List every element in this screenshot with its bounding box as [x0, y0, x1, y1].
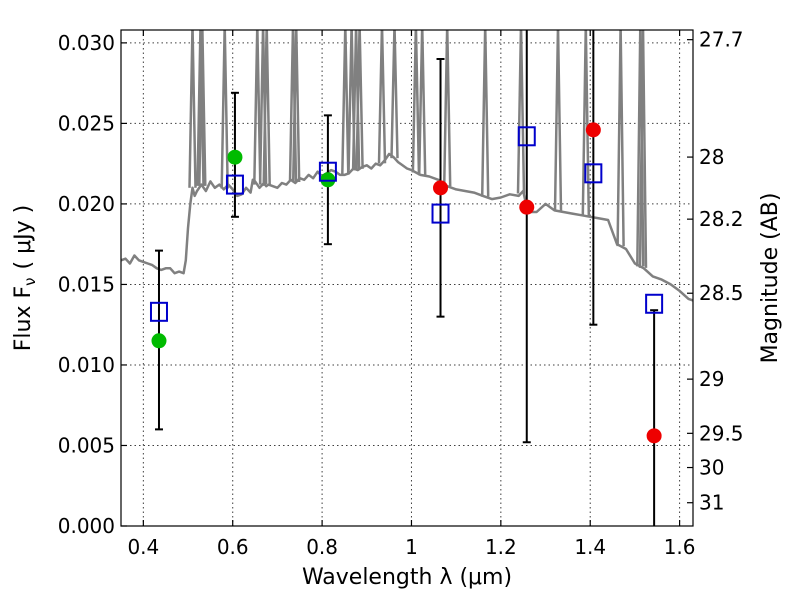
y-axis-label-sub: ν [21, 277, 39, 285]
model-flux-square [645, 293, 664, 314]
photometry-point [227, 149, 243, 165]
emission-line-spike [188, 30, 197, 188]
emission-line-spike [262, 30, 271, 186]
photometry-point [646, 428, 662, 444]
x-tick-label: 1 [405, 535, 418, 559]
emission-line-spike [553, 30, 563, 212]
model-flux-square [149, 301, 168, 322]
axis-ticks: 0.4 0.6 0.8 1 1.2 1.4 1.6 0.000 0.005 0.010 0.015 0… [58, 28, 744, 559]
emission-line-spike [516, 30, 526, 194]
x-tick-label: 1.6 [664, 535, 696, 559]
x-axis-label: Wavelength λ (μm) [302, 565, 512, 590]
photometry-point [151, 333, 167, 349]
y2-axis-label: Magnitude (AB) [758, 193, 783, 364]
plot-area [121, 30, 693, 302]
emission-line-spike [417, 30, 427, 176]
y-tick-label: 0.020 [58, 192, 115, 216]
emission-line-spike [442, 30, 452, 187]
model-flux-square [517, 126, 536, 147]
y-axis-label-main: Flux F [11, 286, 36, 351]
y-axis-label-unit: ( μJy ) [11, 205, 36, 270]
emission-line-spike [198, 30, 207, 186]
emission-line-spike [411, 30, 421, 173]
y2-tick-label: 29.5 [699, 421, 744, 445]
photometry-point [433, 180, 449, 196]
emission-line-spike [390, 30, 399, 159]
emission-line-spike [220, 30, 229, 189]
photometry-point [585, 122, 601, 138]
x-tick-label: 0.4 [127, 535, 159, 559]
emission-line-spike [377, 30, 387, 164]
emission-line-spike [253, 30, 262, 185]
model-flux-square [431, 203, 450, 224]
model-flux-square [225, 174, 244, 195]
emission-line-spike [636, 30, 645, 267]
y-tick-label: 0.025 [58, 111, 115, 135]
x-tick-label: 0.8 [306, 535, 338, 559]
x-tick-label: 0.6 [217, 535, 249, 559]
photometry-point [519, 199, 535, 215]
emission-line-spike [480, 30, 490, 197]
y-tick-label: 0.015 [58, 272, 115, 296]
y2-tick-label: 31 [699, 491, 724, 515]
model-flux-square [584, 163, 603, 184]
markers [149, 122, 664, 444]
error-bars [154, 30, 659, 526]
y2-tick-label: 28.2 [699, 207, 744, 231]
y2-tick-label: 28 [699, 145, 724, 169]
plot-frame [120, 29, 694, 527]
emission-line-spike [616, 30, 625, 247]
emission-line-spike [355, 30, 364, 169]
y2-tick-label: 29 [699, 367, 724, 391]
y-axis-label: Flux Fν ( μJy ) [11, 205, 39, 351]
x-tick-label: 1.4 [574, 535, 606, 559]
emission-line-spike [581, 30, 591, 217]
y2-tick-label: 30 [699, 456, 724, 480]
emission-line-spike [341, 30, 350, 175]
grid [121, 30, 693, 527]
model-flux-square [318, 161, 337, 182]
emission-line-spike [291, 30, 301, 183]
emission-line-spike [638, 30, 648, 268]
y-tick-label: 0.010 [58, 353, 115, 377]
x-tick-label: 1.2 [485, 535, 517, 559]
y-tick-label: 0.000 [58, 514, 115, 538]
y-tick-label: 0.030 [58, 31, 115, 55]
emission-line-spike [196, 30, 205, 186]
spectrum-line [121, 152, 693, 302]
y-tick-label: 0.005 [58, 433, 115, 457]
y2-tick-label: 27.7 [699, 28, 744, 52]
y2-tick-label: 28.5 [699, 281, 744, 305]
